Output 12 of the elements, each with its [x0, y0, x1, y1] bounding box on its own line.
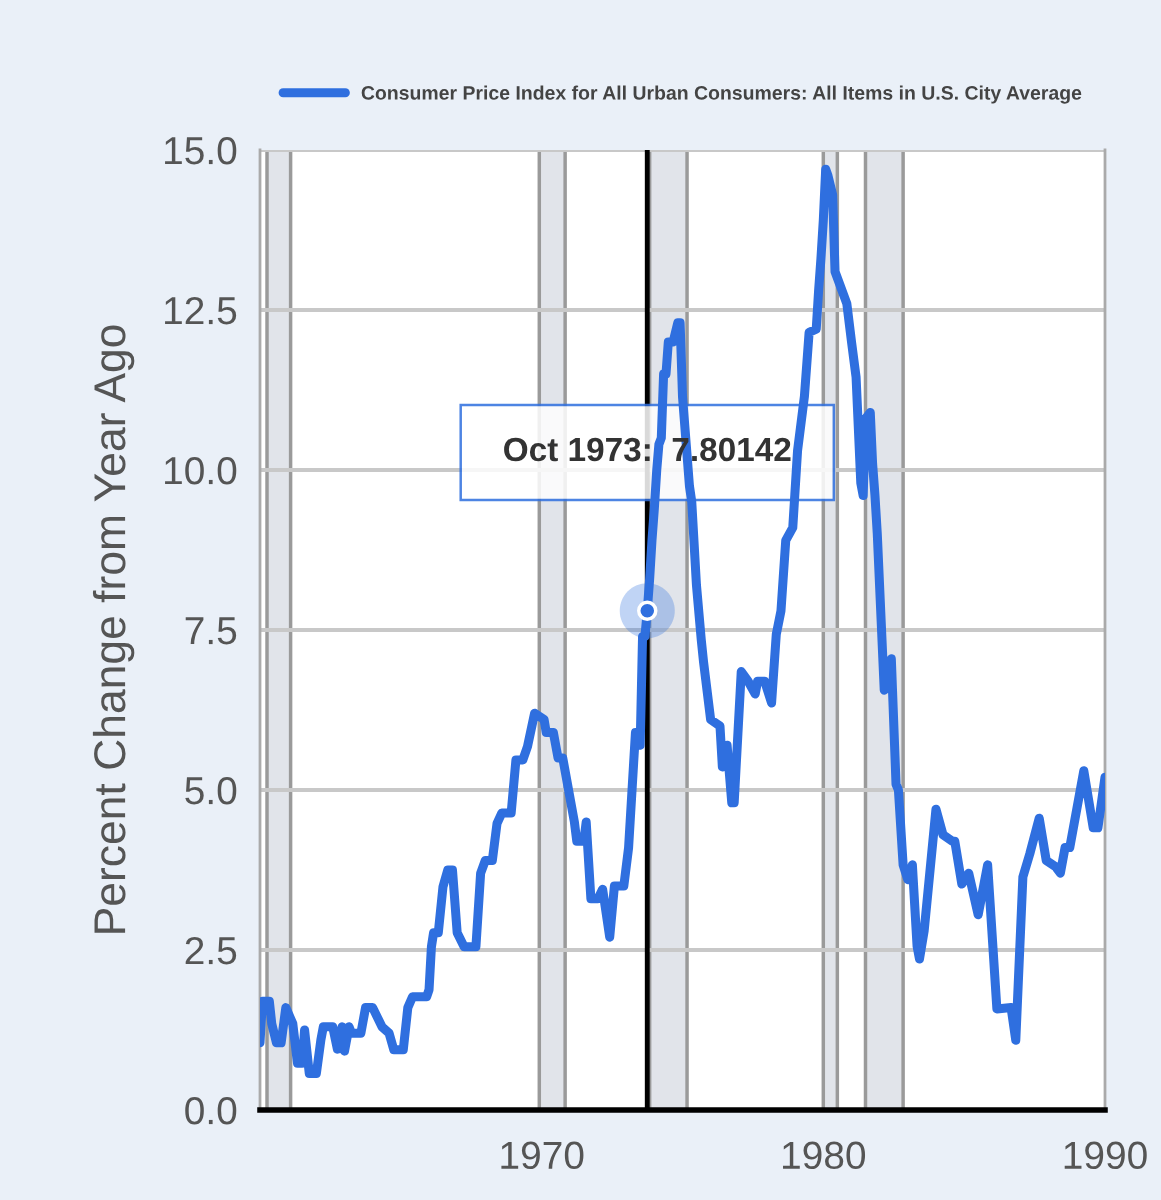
y-tick-label: 7.5: [185, 617, 237, 645]
y-tick-label: 12.5: [165, 296, 237, 325]
y-tick-label: 15.0: [165, 136, 237, 165]
y-tick-label: 0.0: [185, 1096, 237, 1125]
y-axis-title: Percent Change from Year Ago: [92, 325, 135, 933]
y-tick-label: 10.0: [165, 456, 237, 485]
x-tick-label: 1980: [783, 1141, 866, 1170]
legend-label: Consumer Price Index for All Urban Consumers: All Items in U.S. City Average: [361, 85, 1082, 104]
y-tick-label: 2.5: [185, 936, 237, 965]
x-tick-label: 1970: [501, 1141, 584, 1170]
x-tick-label: 1990: [1064, 1141, 1147, 1170]
y-tick-label: 5.0: [185, 776, 237, 805]
